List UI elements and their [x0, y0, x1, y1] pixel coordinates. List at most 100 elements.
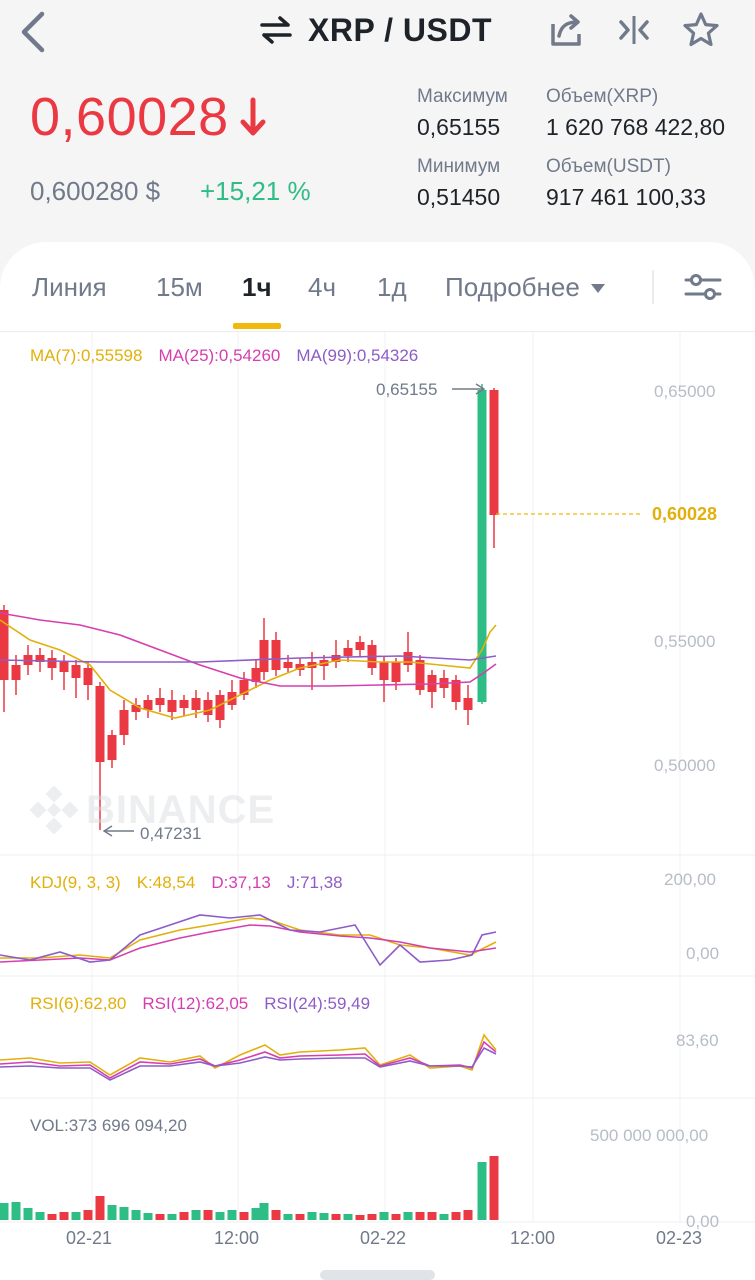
pair-selector[interactable]: XRP / USDT: [258, 8, 492, 52]
volume-bar: [451, 1212, 461, 1220]
x-axis-label: 12:00: [510, 1228, 556, 1248]
last-price-value: 0,60028: [30, 87, 229, 147]
candle-body: [131, 705, 141, 712]
share-icon[interactable]: [547, 10, 587, 50]
candle-body: [251, 668, 261, 682]
candle-body: [489, 390, 499, 515]
vol-base-value: 1 620 768 422,80: [546, 114, 726, 140]
volume-bar: [191, 1210, 201, 1220]
ma7-line: [0, 619, 497, 719]
volume-bar: [477, 1162, 487, 1220]
vol-tick-top: 500 000 000,00: [590, 1126, 709, 1145]
candle-body: [343, 648, 353, 656]
candle-body: [391, 662, 401, 682]
volume-bar: [23, 1208, 33, 1220]
low-value: 0,51450: [417, 184, 501, 210]
tab-1d[interactable]: 1д: [377, 272, 407, 302]
rsi-tick: 83,60: [676, 1031, 719, 1050]
volume-bar: [0, 1203, 9, 1220]
candlestick-chart[interactable]: [0, 332, 755, 1254]
home-indicator: [320, 1270, 435, 1280]
tab-15m[interactable]: 15м: [156, 272, 203, 302]
back-icon[interactable]: [14, 6, 54, 56]
tab-more-label: Подробнее: [445, 272, 580, 302]
candle-body: [95, 686, 105, 762]
candle-body: [415, 660, 425, 690]
rsi-legend: RSI(6):62,80 RSI(12):62,05 RSI(24):59,49: [30, 994, 370, 1014]
volume-bar: [107, 1205, 117, 1220]
candle-body: [35, 655, 45, 662]
volume-bar: [391, 1214, 401, 1220]
pair-title: XRP / USDT: [308, 11, 492, 48]
price-tick: 0,65000: [654, 382, 716, 401]
candle-body: [107, 735, 117, 760]
volume-bar: [47, 1214, 57, 1220]
candle-body: [0, 610, 9, 680]
candle-body: [59, 662, 69, 672]
kdj-tick-top: 200,00: [664, 870, 716, 889]
kdj-tick-zero: 0,00: [686, 944, 720, 963]
price-usd: 0,600280 $: [30, 176, 161, 206]
tab-line[interactable]: Линия: [32, 272, 107, 302]
candle-body: [119, 710, 129, 735]
watermark-text: BINANCE: [86, 787, 276, 832]
volume-bar: [143, 1213, 153, 1220]
volume-bar: [227, 1210, 237, 1220]
kdj-d-line: [0, 924, 497, 963]
compare-icon[interactable]: [614, 10, 654, 50]
candle-body: [191, 698, 201, 710]
volume-bar: [59, 1212, 69, 1220]
x-axis-label: 02-21: [66, 1228, 113, 1248]
rsi24-line: [0, 1046, 497, 1081]
tabs-divider: [652, 270, 654, 304]
vol-quote-value: 917 461 100,33: [546, 184, 706, 210]
candle-body: [203, 700, 213, 715]
candle-body: [295, 664, 305, 670]
candle-body: [403, 652, 413, 665]
tab-more[interactable]: Подробнее: [445, 272, 606, 303]
volume-bar: [307, 1212, 317, 1220]
x-axis-label: 02-22: [360, 1228, 407, 1248]
kdj-j: J:71,38: [286, 873, 343, 892]
volume-bar: [355, 1215, 365, 1220]
ma-legend: MA(7):0,55598 MA(25):0,54260 MA(99):0,54…: [30, 346, 418, 366]
star-icon[interactable]: [681, 10, 721, 50]
volume-bar: [489, 1156, 499, 1220]
kdj-k-line: [0, 917, 497, 959]
high-label: Максимум: [417, 86, 508, 107]
vol-legend: VOL:373 696 094,20: [30, 1116, 187, 1136]
tabs-bottom-border: [0, 331, 755, 332]
volume-bar: [71, 1212, 81, 1220]
chart-settings-icon[interactable]: [682, 270, 724, 304]
kdj-name: KDJ(9, 3, 3): [30, 873, 121, 892]
tab-4h[interactable]: 4ч: [308, 272, 337, 302]
vol-value: VOL:373 696 094,20: [30, 1116, 187, 1135]
current-price-tag: 0,60028: [652, 504, 718, 524]
low-marker-label: 0,47231: [140, 824, 202, 843]
volume-bar: [119, 1207, 129, 1220]
active-tab-indicator: [233, 323, 281, 329]
kdj-legend: KDJ(9, 3, 3) K:48,54 D:37,13 J:71,38: [30, 873, 343, 893]
chart-panel: [0, 242, 755, 1280]
low-label: Минимум: [417, 156, 501, 177]
rsi6-line: [0, 1033, 497, 1076]
volume-bar: [11, 1202, 21, 1220]
caret-down-icon: [590, 283, 605, 293]
candle-body: [83, 668, 93, 685]
vol-base-label: Объем(XRP): [546, 86, 659, 107]
ma99-line: [0, 655, 497, 663]
candle-body: [179, 700, 189, 708]
last-price: 0,60028: [30, 86, 267, 148]
volume-bar: [439, 1214, 449, 1220]
volume-bar: [283, 1214, 293, 1220]
volume-bar: [295, 1214, 305, 1220]
candle-body: [463, 698, 473, 710]
volume-bar: [95, 1196, 105, 1220]
tab-1h[interactable]: 1ч: [242, 272, 272, 302]
ma25-value: MA(25):0,54260: [158, 346, 281, 365]
rsi6: RSI(6):62,80: [30, 994, 127, 1013]
x-axis-label: 12:00: [214, 1228, 260, 1248]
volume-bar: [379, 1212, 389, 1220]
volume-bar: [343, 1214, 353, 1220]
candle-body: [155, 698, 165, 705]
